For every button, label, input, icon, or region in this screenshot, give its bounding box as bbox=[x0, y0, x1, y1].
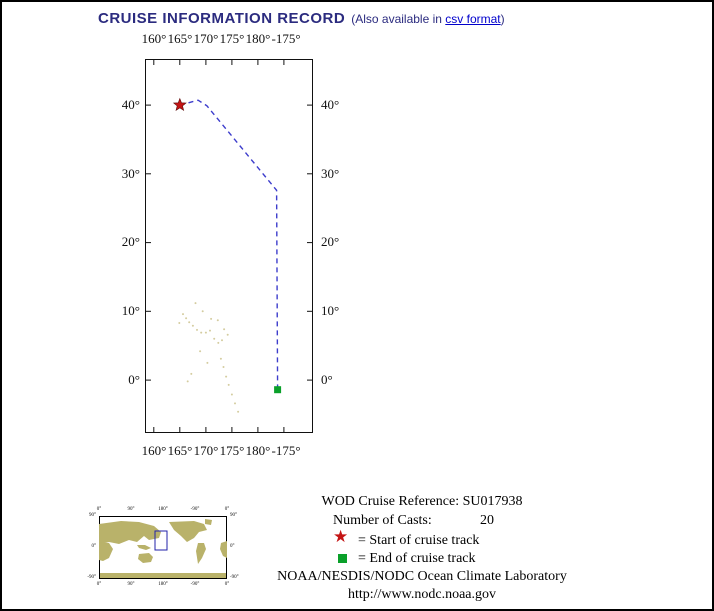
page-title: CRUISE INFORMATION RECORD bbox=[98, 10, 346, 27]
availability-suffix: ) bbox=[500, 12, 505, 26]
x-tick-label-top: -175° bbox=[271, 31, 301, 46]
noaa-org-line: NOAA/NESDIS/NODC Ocean Climate Laborator… bbox=[277, 569, 567, 584]
y-tick-label-right: 10° bbox=[321, 303, 340, 318]
world-map bbox=[99, 516, 227, 579]
casts-value: 20 bbox=[480, 513, 494, 528]
end-legend-text: = End of cruise track bbox=[358, 551, 476, 566]
noaa-url: http://www.nodc.noaa.gov bbox=[347, 587, 496, 602]
cruise-reference-value: SU017938 bbox=[462, 494, 523, 509]
inset-y-tick: 90° bbox=[89, 513, 96, 518]
inset-x-tick: 90° bbox=[127, 507, 135, 512]
x-tick-label-bottom: 170° bbox=[193, 443, 219, 458]
x-tick-label-top: 165° bbox=[167, 31, 193, 46]
inset-y-tick: -90° bbox=[230, 575, 239, 580]
cruise-track-chart bbox=[145, 59, 313, 433]
y-tick-label-left: 30° bbox=[121, 166, 140, 181]
inset-x-tick: -90° bbox=[190, 507, 200, 512]
x-tick-label-top: 175° bbox=[219, 31, 245, 46]
y-tick-label-left: 40° bbox=[121, 97, 140, 112]
inset-x-tick: 0° bbox=[224, 507, 230, 512]
x-tick-label-top: 170° bbox=[193, 31, 219, 46]
inset-x-tick: 180° bbox=[158, 507, 168, 512]
inset-x-tick: -90° bbox=[190, 582, 200, 587]
inset-y-tick: -90° bbox=[87, 575, 96, 580]
casts-label: Number of Casts: bbox=[333, 513, 432, 528]
inset-y-tick: 0° bbox=[230, 544, 235, 549]
x-tick-label-top: 180° bbox=[245, 31, 271, 46]
cruise-reference-line: WOD Cruise Reference: SU017938 bbox=[252, 494, 592, 510]
x-tick-label-bottom: 160° bbox=[141, 443, 167, 458]
y-tick-label-right: 40° bbox=[321, 97, 340, 112]
start-legend-text: = Start of cruise track bbox=[358, 533, 480, 548]
csv-format-link[interactable]: csv format bbox=[445, 12, 501, 26]
csv-availability-note: (Also available in csv format) bbox=[351, 12, 504, 26]
region-highlight-rect bbox=[154, 530, 168, 551]
y-tick-label-right: 0° bbox=[321, 372, 333, 387]
x-tick-label-bottom: 180° bbox=[245, 443, 271, 458]
x-tick-label-bottom: 175° bbox=[219, 443, 245, 458]
start-marker-star-icon: ★ bbox=[333, 527, 349, 546]
inset-x-tick: 0° bbox=[96, 582, 102, 587]
x-tick-label-top: 160° bbox=[141, 31, 167, 46]
y-tick-label-left: 20° bbox=[121, 234, 140, 249]
end-marker-square-icon bbox=[338, 554, 347, 563]
world-map-inset: 0° 90° 180° -90° 0° 0° 90° 180° -90° 0° … bbox=[86, 502, 246, 597]
availability-prefix: (Also available in bbox=[351, 12, 446, 26]
inset-x-tick: 180° bbox=[158, 582, 168, 587]
y-tick-label-left: 10° bbox=[121, 303, 140, 318]
inset-x-tick: 0° bbox=[224, 582, 230, 587]
x-tick-label-bottom: -175° bbox=[271, 443, 301, 458]
page-header: CRUISE INFORMATION RECORD (Also available… bbox=[98, 10, 505, 28]
y-tick-label-right: 30° bbox=[321, 166, 340, 181]
inset-x-tick: 0° bbox=[96, 507, 102, 512]
inset-x-tick: 90° bbox=[127, 582, 135, 587]
y-tick-label-right: 20° bbox=[321, 234, 340, 249]
cruise-reference-label: WOD Cruise Reference: bbox=[321, 494, 460, 509]
x-tick-label-bottom: 165° bbox=[167, 443, 193, 458]
inset-y-tick: 90° bbox=[230, 513, 237, 518]
y-tick-label-left: 0° bbox=[128, 372, 140, 387]
inset-y-tick: 0° bbox=[91, 544, 97, 549]
